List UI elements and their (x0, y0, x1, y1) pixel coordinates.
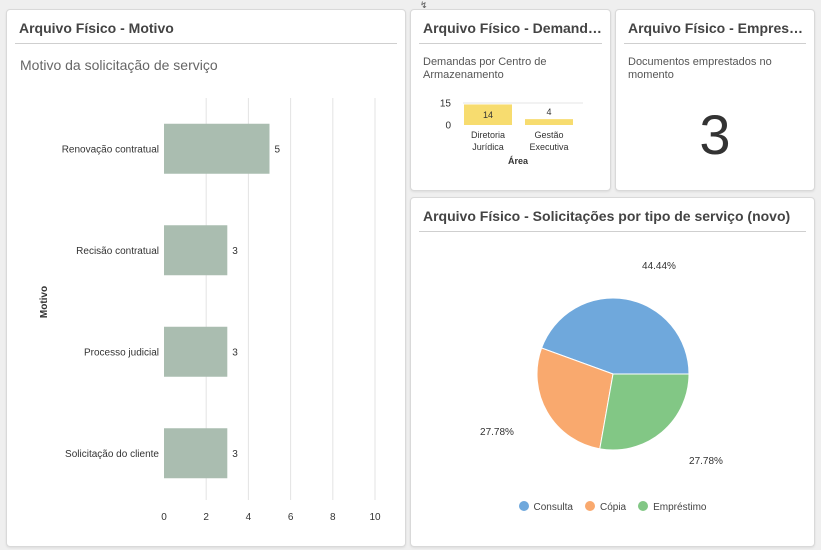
demandas-bar (464, 104, 512, 125)
demandas-value-label: 14 (483, 110, 493, 120)
motivo-x-tick-label: 4 (246, 512, 252, 523)
motivo-y-axis-label: Motivo (39, 286, 50, 318)
demandas-panel-subtitle: Demandas por Centro de Armazenamento (423, 56, 547, 82)
pie-legend-swatch-icon (518, 501, 529, 511)
motivo-bar (164, 326, 228, 377)
demandas-y-tick-label: 0 (445, 121, 451, 132)
pie-legend-item[interactable]: Empréstimo (638, 501, 706, 513)
emprestimos-count: 3 (699, 103, 731, 166)
emprestimos-subtitle-line1: Documentos emprestados no (628, 56, 772, 68)
tipo-servico-panel: Arquivo Físico - Solicitações por tipo d… (410, 197, 815, 547)
emprestimos-subtitle-line2: momento (628, 69, 674, 81)
motivo-value-label: 3 (232, 449, 238, 460)
demandas-panel: Arquivo Físico - Demandas Demandas por C… (410, 9, 611, 191)
motivo-category-label: Recisão contratual (76, 246, 159, 257)
tipo-servico-panel-title[interactable]: Arquivo Físico - Solicitações por tipo d… (419, 208, 806, 232)
tipo-servico-pie-chart: 44.44% 27.78% 27.78% (480, 261, 723, 467)
motivo-bar-chart: 0 2 4 6 8 10 Renovação contratual 5 Recisão cont… (39, 98, 381, 523)
demandas-subtitle-line2: Armazenamento (423, 69, 504, 81)
motivo-panel-title[interactable]: Arquivo Físico - Motivo (15, 20, 397, 44)
motivo-x-tick-label: 8 (330, 512, 336, 523)
motivo-category-label: Processo judicial (84, 347, 159, 358)
pie-legend: Consulta Cópia Empréstimo (411, 501, 814, 513)
motivo-bar (164, 225, 228, 276)
pie-legend-label: Cópia (599, 502, 627, 513)
motivo-value-label: 3 (232, 246, 238, 257)
emprestimos-panel-subtitle: Documentos emprestados no momento (628, 56, 772, 82)
motivo-bar (164, 123, 270, 174)
motivo-panel: Arquivo Físico - Motivo Motivo da solici… (6, 9, 406, 547)
demandas-bar-chart: 0 15 14 Diretoria Jurídica 4 Gestão ExecutivaÁr… (440, 99, 583, 166)
demandas-category-label: Gestão (534, 130, 563, 140)
pie-slice (599, 373, 690, 451)
demandas-value-label: 4 (546, 107, 551, 117)
motivo-x-tick-label: 10 (369, 512, 381, 523)
demandas-category-label: Jurídica (472, 142, 504, 152)
pie-value-label: 27.78% (689, 456, 723, 467)
pie-legend-label: Consulta (533, 502, 573, 513)
pie-legend-label: Empréstimo (653, 502, 707, 513)
motivo-value-label: 5 (275, 144, 281, 155)
motivo-bar (164, 428, 228, 479)
motivo-value-label: 3 (232, 347, 238, 358)
motivo-x-tick-label: 6 (288, 512, 294, 523)
demandas-category-label: Executiva (529, 142, 568, 152)
pie-legend-item[interactable]: Cópia (584, 501, 627, 513)
demandas-subtitle-line1: Demandas por Centro de (423, 56, 547, 68)
motivo-panel-subtitle: Motivo da solicitação de serviço (20, 57, 218, 73)
pie-legend-swatch-icon (584, 501, 595, 511)
motivo-category-label: Solicitação do cliente (65, 449, 159, 460)
demandas-x-axis-label: Área (508, 156, 529, 166)
demandas-bar (525, 119, 573, 125)
demandas-panel-title[interactable]: Arquivo Físico - Demandas (419, 20, 602, 44)
pie-value-label: 44.44% (642, 261, 676, 272)
pie-legend-swatch-icon (638, 501, 649, 511)
pie-value-label: 27.78% (480, 427, 514, 438)
demandas-y-tick-label: 15 (440, 99, 452, 110)
pie-legend-item[interactable]: Consulta (518, 501, 573, 513)
pie-slice (536, 347, 614, 450)
motivo-x-tick-label: 2 (203, 512, 209, 523)
emprestimos-panel-title[interactable]: Arquivo Físico - Emprestimos (624, 20, 806, 44)
pie-slice (540, 297, 690, 375)
mouse-cursor-icon: ↯ (420, 0, 428, 10)
motivo-category-label: Renovação contratual (62, 144, 159, 155)
demandas-category-label: Diretoria (471, 130, 505, 140)
emprestimos-panel: Arquivo Físico - Emprestimos Documentos … (615, 9, 815, 191)
motivo-x-tick-label: 0 (161, 512, 167, 523)
